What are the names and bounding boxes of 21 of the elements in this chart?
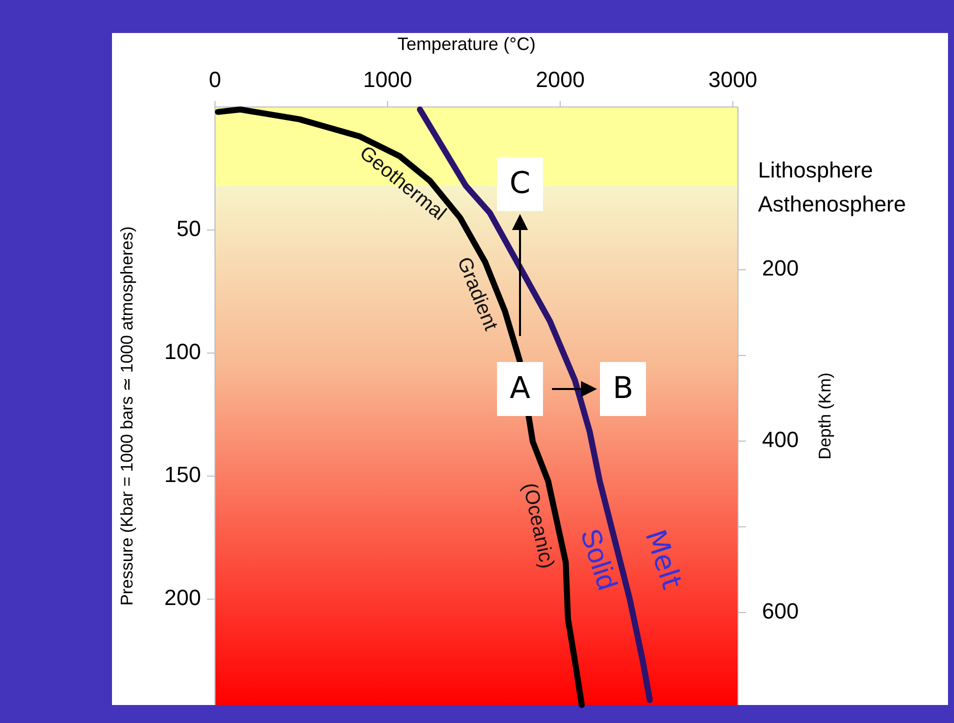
band-label: Asthenosphere: [758, 192, 906, 217]
annotation: Solid: [574, 524, 624, 594]
x-tick-label: 2000: [536, 67, 585, 92]
x-tick-label: 1000: [363, 67, 412, 92]
y2-tick-label: 600: [762, 598, 799, 624]
y-tick-label: 100: [164, 338, 201, 364]
annotation: A: [510, 371, 531, 406]
x-tick-label: 3000: [708, 67, 758, 92]
y-tick-label: 50: [176, 216, 201, 241]
y-tick-label: 200: [164, 584, 201, 610]
band-label: Lithosphere: [758, 158, 873, 183]
annotation: B: [612, 371, 634, 406]
x-tick-label: 0: [208, 67, 222, 92]
annotation: C: [510, 166, 530, 202]
y2-tick-label: 200: [762, 256, 799, 281]
annotation: Melt: [638, 526, 689, 594]
y2-tick-label: 400: [762, 426, 799, 452]
x-axis-title: Temperature (°C): [397, 34, 536, 54]
y2-axis-title: Depth (Km): [815, 372, 834, 460]
y-axis-title: Pressure (Kbar = 1000 bars ≃ 1000 atmospheres): [117, 226, 136, 606]
y-tick-label: 150: [164, 462, 201, 487]
